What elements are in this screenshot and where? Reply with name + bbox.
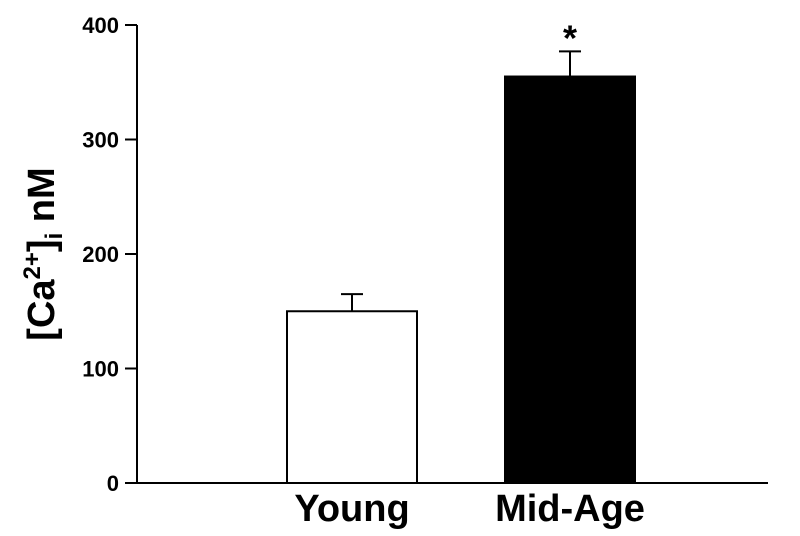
y-title-suffix: nM: [21, 167, 63, 232]
category-label: Young: [294, 488, 409, 530]
y-axis-ticks: 0 100 200 300 400: [82, 13, 137, 496]
y-tick-label: 100: [82, 357, 119, 382]
y-title-superscript: 2+: [19, 252, 46, 279]
y-tick-label: 0: [107, 471, 119, 496]
bar-young: [286, 310, 418, 484]
y-axis-title: [Ca2+]i nM: [19, 167, 68, 340]
y-title-prefix: [Ca: [21, 279, 63, 341]
bars: *: [286, 17, 636, 485]
y-title-bracket: ]: [21, 239, 63, 252]
y-title-subscript: i: [41, 233, 68, 240]
y-tick-label: 400: [82, 13, 119, 38]
bar-mid-age: [504, 75, 636, 485]
category-label: Mid-Age: [495, 488, 645, 530]
category-labels: Young Mid-Age: [294, 488, 645, 530]
y-tick-label: 200: [82, 242, 119, 267]
y-tick-label: 300: [82, 128, 119, 153]
significance-marker: *: [563, 17, 577, 58]
